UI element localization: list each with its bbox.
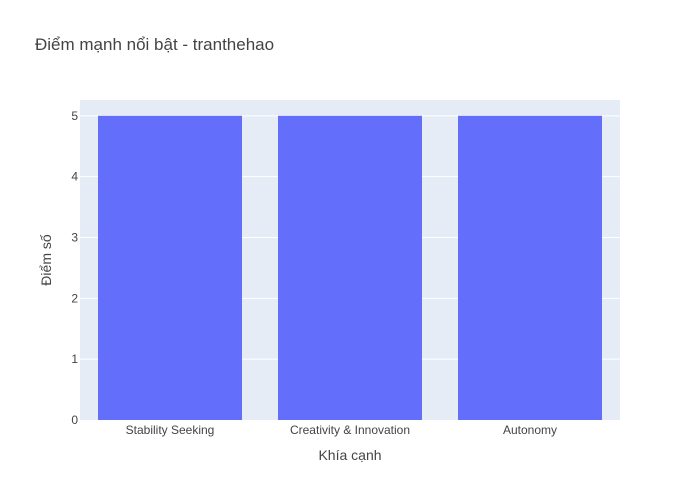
x-tick-label: Autonomy <box>503 423 557 437</box>
y-tick-label: 3 <box>71 230 78 244</box>
y-tick-label: 1 <box>71 352 78 366</box>
bar-autonomy[interactable] <box>458 115 602 420</box>
x-tick-label: Creativity & Innovation <box>290 423 410 437</box>
bar-stability-seeking[interactable] <box>98 115 242 420</box>
bar-creativity-innovation[interactable] <box>278 115 422 420</box>
y-tick-label: 2 <box>71 291 78 305</box>
y-axis-title: Điểm số <box>38 234 54 286</box>
y-tick-label: 4 <box>71 170 78 184</box>
x-axis-ticks: Stability Seeking Creativity & Innovation… <box>126 423 557 437</box>
chart-title: Điểm mạnh nổi bật - tranthehao <box>35 35 274 54</box>
bars <box>98 115 602 420</box>
y-tick-label: 0 <box>71 413 78 427</box>
x-tick-label: Stability Seeking <box>126 423 215 437</box>
x-axis-title: Khía cạnh <box>318 447 381 463</box>
y-tick-label: 5 <box>71 109 78 123</box>
y-axis-ticks: 0 1 2 3 4 5 <box>71 109 78 427</box>
